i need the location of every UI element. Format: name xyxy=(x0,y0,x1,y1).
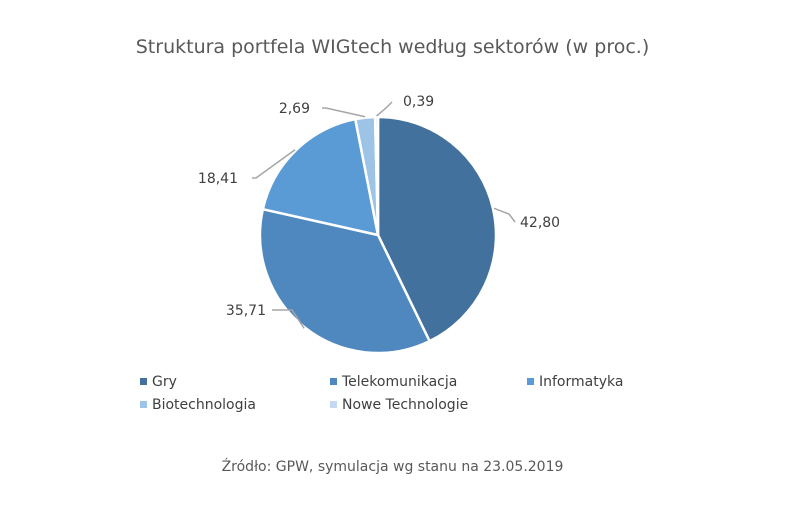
pie-slice-telekomunikacja xyxy=(258,207,431,355)
legend-item-telekomunikacja: Telekomunikacja xyxy=(330,374,527,390)
legend-label-biotechnologia: Biotechnologia xyxy=(152,396,256,413)
legend-swatch-biotechnologia xyxy=(140,401,147,408)
data-label-telekomunikacja: 35,71 xyxy=(226,303,266,319)
legend-item-biotechnologia: Biotechnologia xyxy=(140,397,330,413)
chart-title: Struktura portfela WIGtech według sektor… xyxy=(135,36,650,58)
legend-row-2: Biotechnologia Nowe Technologie xyxy=(140,393,660,416)
data-label-gry: 42,80 xyxy=(520,215,560,231)
legend-item-informatyka: Informatyka xyxy=(527,374,623,390)
leader-line-gry xyxy=(493,207,516,223)
legend-swatch-nowe-technologie xyxy=(330,401,337,408)
legend: Gry Telekomunikacja Informatyka Biotechn… xyxy=(140,370,660,416)
pie-slice-gry xyxy=(376,115,498,343)
pie-slice-informatyka xyxy=(261,117,380,237)
leader-line-telekomunikacja xyxy=(272,309,305,329)
legend-label-nowe-technologie: Nowe Technologie xyxy=(342,396,469,413)
legend-item-nowe-technologie: Nowe Technologie xyxy=(330,397,468,413)
leader-line-informatyka xyxy=(252,149,296,179)
legend-swatch-informatyka xyxy=(527,378,534,385)
leader-line-nowe-technologie xyxy=(376,101,393,117)
data-label-nowe-technologie: 0,39 xyxy=(403,94,434,110)
legend-label-telekomunikacja: Telekomunikacja xyxy=(342,373,458,390)
legend-row-1: Gry Telekomunikacja Informatyka xyxy=(140,370,660,393)
data-label-informatyka: 18,41 xyxy=(198,171,238,187)
leader-line-biotechnologia xyxy=(322,107,366,118)
legend-label-gry: Gry xyxy=(152,373,177,390)
legend-swatch-telekomunikacja xyxy=(330,378,337,385)
legend-label-informatyka: Informatyka xyxy=(539,373,624,390)
legend-swatch-gry xyxy=(140,378,147,385)
pie-slice-nowe-technologie xyxy=(373,115,380,237)
legend-item-gry: Gry xyxy=(140,374,330,390)
source-note: Źródło: GPW, symulacja wg stanu na 23.05… xyxy=(221,459,564,475)
data-label-biotechnologia: 2,69 xyxy=(279,101,310,117)
